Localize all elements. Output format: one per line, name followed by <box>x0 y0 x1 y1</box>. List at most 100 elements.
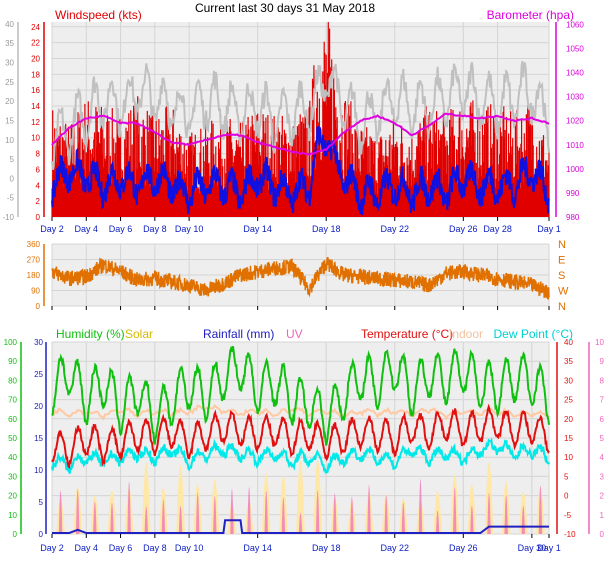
humidity-series <box>51 345 550 446</box>
uv-area <box>58 490 63 534</box>
top-x-tick-label: Day 2 <box>40 224 64 234</box>
uv-tick-label: 6 <box>600 415 605 424</box>
uv-area <box>384 494 388 534</box>
winddir-series <box>51 257 550 300</box>
hum-tick-label: 70 <box>8 396 17 405</box>
uv-area <box>75 489 80 534</box>
rain-tick-label: 15 <box>34 434 43 443</box>
wind-tick-label: 20 <box>31 54 40 63</box>
uv-tick-label: 4 <box>600 453 605 462</box>
wind-tick-label: 2 <box>36 197 41 206</box>
gust-tick-label: -5 <box>7 194 15 203</box>
gust-tick-label: 10 <box>5 136 14 145</box>
top-x-tick-label: Day 4 <box>75 224 99 234</box>
uv-tick-label: 2 <box>600 492 605 501</box>
uv-area <box>161 499 166 534</box>
avgwind-series <box>51 125 550 216</box>
dir-tick-label: 90 <box>31 287 40 296</box>
wind-tick-label: 14 <box>31 102 40 111</box>
uv-area <box>127 481 131 534</box>
uv-area <box>144 506 148 534</box>
bottom-x-tick-label: Day 6 <box>109 543 133 553</box>
top-x-tick-label: Day 22 <box>380 224 409 234</box>
temp-tick-label: -5 <box>564 511 572 520</box>
baro-tick-label: 1060 <box>566 20 584 29</box>
rain-tick-label: 30 <box>34 338 43 347</box>
uv-area <box>247 486 251 534</box>
uv-area <box>453 487 457 534</box>
bottom-x-tick-label: Day 10 <box>175 543 204 553</box>
wind-tick-label: 16 <box>31 86 40 95</box>
top-x-tick-label: Day 18 <box>312 224 341 234</box>
uv-area <box>298 513 303 534</box>
uv-tick-label: 1 <box>600 511 605 520</box>
uv-tick-label: 7 <box>600 396 605 405</box>
gust-tick-label: 30 <box>5 59 14 68</box>
wind-axis-title: Windspeed (kts) <box>55 8 142 22</box>
uv-tick-label: 0 <box>600 530 605 539</box>
gust-tick-label: -10 <box>2 213 14 222</box>
uv-area <box>281 497 286 534</box>
hum-tick-label: 60 <box>8 415 17 424</box>
uv-area <box>315 490 320 534</box>
top-x-tick-label: Day 6 <box>109 224 133 234</box>
temp-tick-label: 40 <box>564 338 573 347</box>
temp-tick-label: 20 <box>564 415 573 424</box>
hum-tick-label: 0 <box>13 530 18 539</box>
rain-tick-label: 5 <box>39 498 44 507</box>
dir-tick-label: 0 <box>36 302 41 311</box>
wind-tick-label: 18 <box>31 70 40 79</box>
uv-area <box>487 492 491 534</box>
bottom-x-tick-label: Day 8 <box>143 543 167 553</box>
uv-area <box>264 490 268 534</box>
legend-uv: UV <box>286 327 303 341</box>
uv-area <box>470 505 474 534</box>
legend-rainfall: Rainfall (mm) <box>203 327 274 341</box>
bottom-legend: Humidity (%) Solar Rainfall (mm) UV Temp… <box>56 327 573 341</box>
top-x-tick-label: Day 26 <box>449 224 478 234</box>
wind-tick-label: 10 <box>31 134 40 143</box>
baro-tick-label: 1040 <box>566 69 584 78</box>
baro-tick-label: 980 <box>566 213 580 222</box>
gust-tick-label: 40 <box>5 20 14 29</box>
hum-tick-label: 100 <box>4 338 18 347</box>
gust-tick-label: 35 <box>5 39 14 48</box>
uv-tick-label: 9 <box>600 357 605 366</box>
dir-compass-label: W <box>558 286 569 298</box>
barometer-series <box>51 112 550 157</box>
solar-uv-fills <box>56 459 545 534</box>
wind-tick-label: 12 <box>31 118 40 127</box>
hum-tick-label: 20 <box>8 492 17 501</box>
gust-tick-label: 5 <box>10 155 15 164</box>
wind-tick-label: 24 <box>31 23 40 32</box>
temp-tick-label: 0 <box>564 492 569 501</box>
hum-tick-label: 80 <box>8 376 17 385</box>
temp-tick-label: 35 <box>564 357 573 366</box>
chart-title: Current last 30 days 31 May 2018 <box>195 1 375 15</box>
temperature-series <box>51 403 550 470</box>
uv-area <box>504 494 508 534</box>
temp-tick-label: -10 <box>564 530 576 539</box>
dir-compass-label: E <box>558 255 565 267</box>
rain-tick-label: 0 <box>39 530 44 539</box>
wind-tick-label: 22 <box>31 39 40 48</box>
dir-tick-label: 180 <box>27 271 41 280</box>
baro-tick-label: 1000 <box>566 165 584 174</box>
wind-tick-label: 8 <box>36 150 41 159</box>
uv-area <box>230 488 234 534</box>
indoor-series <box>51 404 550 421</box>
uv-area <box>178 505 183 534</box>
rain-tick-label: 25 <box>34 370 43 379</box>
gust-tick-label: 25 <box>5 78 14 87</box>
series-layer <box>51 22 550 534</box>
top-x-tick-label: Day 14 <box>243 224 272 234</box>
legend-humidity: Humidity (%) <box>56 327 125 341</box>
baro-axis-title: Barometer (hpa) <box>487 8 574 22</box>
top-x-tick-label: Day 10 <box>175 224 204 234</box>
baro-tick-label: 1020 <box>566 117 584 126</box>
uv-area <box>213 496 217 534</box>
gust-tick-label: 20 <box>5 97 14 106</box>
top-x-tick-label: Day 8 <box>143 224 167 234</box>
rainfall-series <box>52 519 549 534</box>
